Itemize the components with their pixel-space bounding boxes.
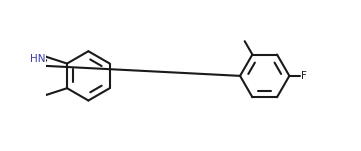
Text: F: F — [301, 71, 307, 81]
Text: HN: HN — [30, 54, 45, 64]
